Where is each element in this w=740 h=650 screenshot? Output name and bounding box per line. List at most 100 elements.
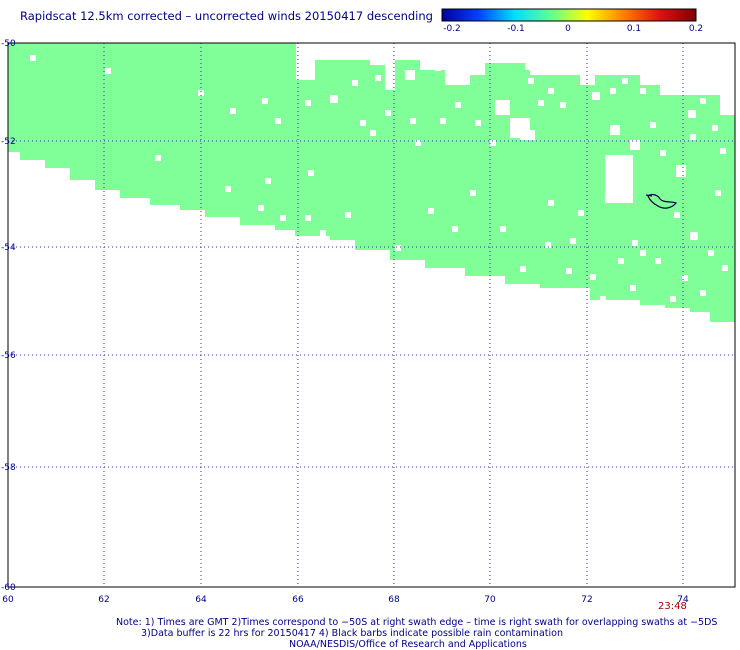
swath-gap-cell	[570, 238, 576, 244]
swath-gap-cell	[708, 250, 714, 256]
swath-gap-cell	[308, 170, 314, 176]
note-line-2: 3)Data buffer is 22 hrs for 20150417 4) …	[141, 628, 563, 639]
swath-gap-cell	[566, 268, 572, 274]
swath-gap-cell	[600, 296, 606, 302]
swath-gap-cell	[490, 140, 496, 146]
colorbar-tick-label: 0	[565, 24, 571, 34]
swath-gap-cell	[415, 140, 421, 146]
swath-gap-cell	[280, 215, 286, 221]
swath-gap-cell	[405, 70, 415, 80]
colorbar-tick-label: -0.2	[443, 24, 461, 34]
swath-gap-cell	[674, 212, 680, 218]
latitude-label: -60	[1, 583, 16, 593]
wind-barb	[645, 194, 653, 197]
swath-gap-cell	[330, 95, 338, 103]
colorbar	[441, 8, 697, 22]
swath-gap-cell	[155, 155, 161, 161]
map-frame	[7, 42, 736, 588]
swath-gap-cell	[640, 250, 646, 256]
swath-gap-cell	[610, 125, 620, 135]
swath-gap-cell	[630, 285, 636, 291]
swath-gap-cell	[262, 98, 268, 104]
swath-gap-cell	[715, 190, 721, 196]
swath-gap-cell	[545, 242, 551, 248]
swath-gap-cell	[590, 274, 596, 280]
swath-gap-cell	[305, 215, 311, 221]
swath-gap-cell	[720, 148, 726, 154]
swath-gap-cell	[198, 90, 204, 96]
swath-gap-cell	[578, 210, 584, 216]
swath-gap-cell	[305, 100, 311, 106]
longitude-label: 74	[677, 595, 689, 605]
swath-gap-cell	[455, 102, 461, 108]
swath-gap-cell	[225, 186, 231, 192]
latitude-label: -54	[1, 243, 16, 253]
swath-gap-cell	[475, 120, 481, 126]
colorbar-tick-label: 0.2	[689, 24, 703, 34]
map-title: Rapidscat 12.5km corrected – uncorrected…	[20, 9, 433, 23]
swath-gap-cell	[495, 100, 510, 115]
swath-gap-cell	[632, 240, 638, 246]
swath-gap-cell	[230, 108, 236, 114]
swath-gap-cell	[712, 125, 718, 131]
swath-gap-cell	[528, 78, 534, 84]
swath-gap-cell	[520, 266, 526, 272]
swath-gap-cell	[560, 102, 566, 108]
longitude-label: 60	[2, 595, 14, 605]
note-line-1: Note: 1) Times are GMT 2)Times correspon…	[116, 617, 717, 628]
swath-gap-cell	[548, 200, 554, 206]
longitude-label: 72	[581, 595, 592, 605]
swath-gap-cell	[605, 155, 633, 203]
latitude-label: -56	[1, 351, 16, 361]
colorbar-ticks: -0.2 -0.1 0 0.1 0.2	[443, 24, 703, 34]
swath-gap-cell	[395, 245, 401, 251]
swath-gap-cell	[622, 78, 628, 84]
swath-gap-cell	[320, 230, 326, 236]
swath-gap-cell	[548, 88, 554, 94]
swath-gap-cell	[440, 118, 446, 124]
swath-gap-cell	[500, 226, 506, 232]
longitude-label: 70	[484, 595, 496, 605]
swath-gap-cell	[722, 265, 728, 271]
swath-gap-cell	[352, 80, 358, 86]
swath-gap-cell	[592, 92, 600, 100]
swath-gap-cell	[660, 150, 666, 156]
swath-gap-cell	[655, 258, 661, 264]
swath-gap-cell	[690, 134, 696, 140]
colorbar-tick-label: -0.1	[507, 24, 525, 34]
latitude-label: -50	[1, 39, 16, 49]
swath-gap-cell	[385, 110, 391, 116]
latitude-labels: -50 -52 -54 -56 -58 -60	[1, 39, 16, 593]
swath-gap-cell	[700, 290, 706, 296]
swath-gap-cell	[265, 178, 271, 184]
swath-gap-cell	[30, 55, 36, 61]
colorbar-tick-label: 0.1	[627, 24, 641, 34]
swath-gap-cell	[470, 190, 476, 196]
swath-gap-cell	[688, 110, 696, 118]
longitude-label: 66	[292, 595, 304, 605]
swath-gap-cell	[345, 212, 351, 218]
swath-gap-cell	[360, 120, 366, 126]
longitude-label: 62	[98, 595, 109, 605]
swath-gap-cell	[700, 98, 706, 104]
island-outline	[647, 193, 678, 209]
swath-gap-cell	[275, 118, 281, 124]
swath-gap-cell	[618, 258, 624, 264]
swath-gap-cell	[435, 65, 441, 71]
swath-gaps	[30, 55, 728, 302]
swath-gap-cell	[410, 118, 416, 124]
latitude-label: -52	[1, 137, 16, 147]
wind-swath	[8, 43, 735, 322]
swath-gap-cell	[105, 68, 111, 74]
swath-time-label: 23:48	[658, 601, 687, 612]
swath-gap-cell	[520, 130, 535, 140]
swath-gap-cell	[676, 165, 686, 177]
swath-gap-cell	[538, 100, 544, 106]
swath-gap-cell	[682, 275, 688, 281]
latitude-label: -58	[1, 463, 16, 473]
swath-gap-cell	[375, 75, 381, 81]
swath-gap-cell	[630, 140, 640, 150]
longitude-label: 68	[388, 595, 400, 605]
note-line-3: NOAA/NESDIS/Office of Research and Appli…	[289, 639, 527, 650]
